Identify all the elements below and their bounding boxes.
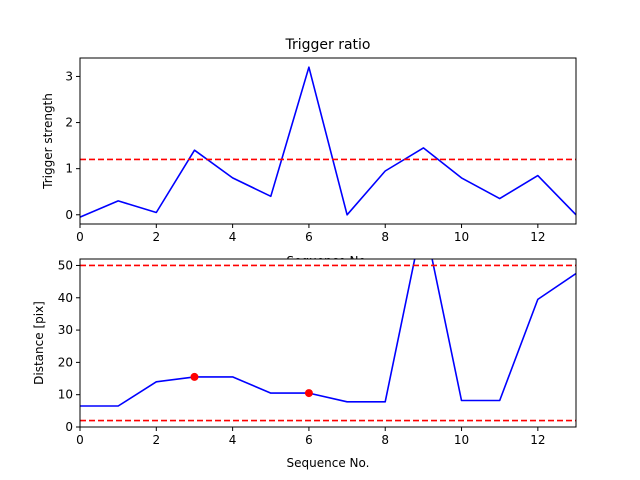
y-tick-label: 0 bbox=[65, 420, 73, 434]
series-line-0 bbox=[80, 259, 576, 407]
y-axis-label: Distance [pix] bbox=[32, 301, 46, 385]
y-tick-label: 40 bbox=[58, 291, 73, 305]
y-tick-label: 0 bbox=[65, 208, 73, 222]
plot-area bbox=[80, 66, 576, 218]
highlight-point-0 bbox=[190, 372, 199, 381]
x-tick-label: 10 bbox=[454, 230, 469, 244]
x-tick-label: 6 bbox=[305, 230, 313, 244]
chart-title: Trigger ratio bbox=[284, 37, 370, 53]
x-tick-label: 0 bbox=[76, 230, 84, 244]
y-tick-label: 10 bbox=[58, 388, 73, 402]
x-tick-label: 12 bbox=[530, 230, 545, 244]
y-tick-label: 30 bbox=[58, 323, 73, 337]
x-tick-label: 8 bbox=[381, 230, 389, 244]
x-tick-label: 2 bbox=[152, 433, 160, 447]
x-tick-label: 0 bbox=[76, 433, 84, 447]
y-tick-label: 20 bbox=[58, 355, 73, 369]
x-tick-label: 12 bbox=[530, 433, 545, 447]
x-tick-label: 10 bbox=[454, 433, 469, 447]
x-tick-label: 4 bbox=[229, 433, 237, 447]
plot-area bbox=[80, 259, 576, 422]
y-tick-label: 1 bbox=[65, 162, 73, 176]
x-tick-label: 2 bbox=[152, 230, 160, 244]
x-tick-label: 8 bbox=[381, 433, 389, 447]
axes-frame bbox=[79, 57, 577, 225]
axis-ticks: 0 2 4 6 8 10 12 0 10 20 30 40 50 bbox=[58, 258, 546, 447]
y-tick-label: 3 bbox=[65, 69, 73, 83]
axes-background bbox=[80, 259, 576, 427]
x-tick-label: 6 bbox=[305, 433, 313, 447]
highlight-point-1 bbox=[304, 389, 313, 398]
axes-frame bbox=[79, 258, 577, 428]
y-tick-label: 2 bbox=[65, 116, 73, 130]
y-tick-label: 50 bbox=[58, 258, 73, 272]
series-line-0 bbox=[80, 66, 576, 218]
y-axis-label: Trigger strength bbox=[41, 93, 55, 190]
x-axis-label: Sequence No. bbox=[287, 456, 370, 470]
subplot-distance: 0 2 4 6 8 10 12 0 10 20 30 40 50 Sequence No. Distan… bbox=[32, 258, 577, 470]
x-tick-label: 4 bbox=[229, 230, 237, 244]
